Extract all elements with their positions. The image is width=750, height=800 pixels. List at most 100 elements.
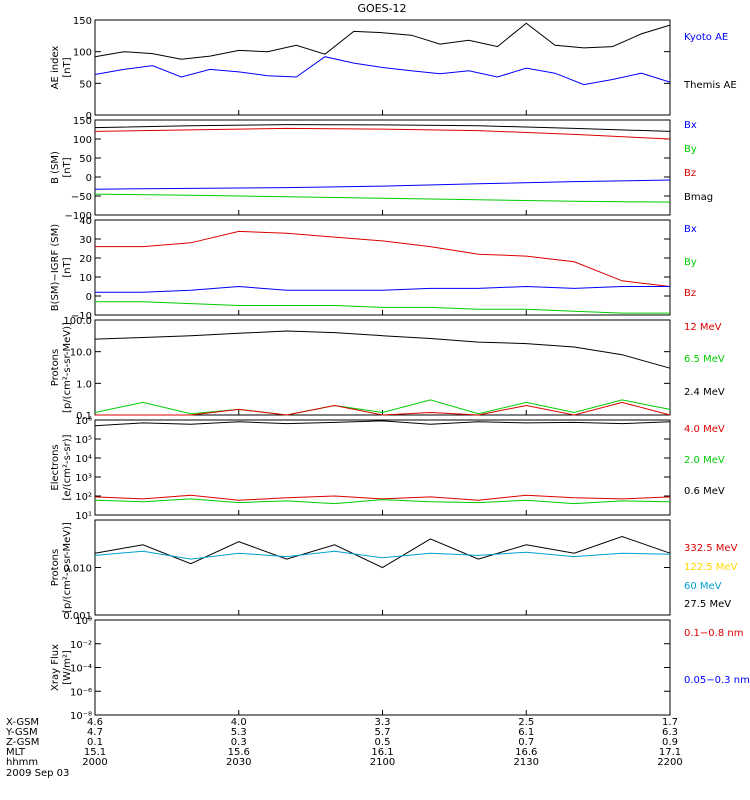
y-axis-label: B(SM)−IGRF (SM): [50, 224, 61, 311]
legend-entry: Bmag: [684, 192, 713, 203]
series-line: [94, 22, 671, 60]
y-axis-label: Protons: [50, 349, 61, 386]
footer-value: 0.7: [518, 737, 534, 748]
y-axis-label: Electrons: [50, 444, 61, 490]
legend-entry: 0.6 MeV: [684, 486, 725, 497]
legend-entry: 0.1−0.8 nm: [684, 628, 743, 639]
footer-row-label: Z-GSM: [6, 737, 39, 748]
footer-value: 2000: [82, 757, 107, 768]
footer-row-label: X-GSM: [6, 717, 39, 728]
y-axis-unit: [nT]: [62, 57, 73, 77]
y-tick-label: 10¹: [75, 511, 92, 522]
footer-row-label: Y-GSM: [5, 727, 38, 738]
y-tick-label: 0.1: [76, 411, 92, 422]
y-tick-label: 40: [79, 216, 92, 227]
panel-bsm: [94, 119, 671, 216]
y-tick-label: 0.010: [63, 564, 92, 575]
series-line: [95, 401, 671, 416]
y-tick-label: −50: [71, 192, 92, 203]
y-tick-label: 10⁴: [75, 454, 92, 465]
y-axis-label: AE index: [50, 46, 61, 90]
footer-value: 5.3: [231, 727, 247, 738]
series-line: [94, 193, 671, 203]
footer-value: 6.3: [662, 727, 678, 738]
y-tick-label: 0: [86, 292, 92, 303]
series-line: [94, 56, 671, 86]
legend-entry: By: [684, 144, 697, 155]
series-line: [94, 494, 671, 501]
y-tick-label: 10⁵: [75, 435, 92, 446]
y-tick-label: 100: [73, 135, 92, 146]
footer-value: 3.3: [375, 717, 391, 728]
y-tick-label: 0: [86, 111, 92, 122]
footer-value: 4.6: [87, 717, 103, 728]
y-axis-label: B (SM): [50, 151, 61, 184]
series-line: [94, 535, 671, 569]
y-axis-unit: [nT]: [62, 157, 73, 177]
y-tick-label: 150: [73, 16, 92, 27]
legend-entry: 60 MeV: [684, 581, 722, 592]
series-line: [94, 550, 671, 560]
legend-entry: 27.5 MeV: [684, 599, 731, 610]
y-axis-unit: [p/(cm²-s-sr-MeV)]: [62, 522, 73, 613]
footer-value: 0.1: [87, 737, 103, 748]
legend-entry: Bz: [684, 288, 696, 299]
y-tick-label: 10⁻⁸: [70, 711, 92, 722]
footer-value: 17.1: [659, 747, 681, 758]
series-line: [94, 127, 671, 140]
legend-entry: Bx: [684, 120, 697, 131]
legend-entry: 6.5 MeV: [684, 354, 725, 365]
y-tick-label: 10⁰: [75, 616, 92, 627]
series-line: [95, 230, 671, 287]
legend-entry: 2.0 MeV: [684, 455, 725, 466]
footer-value: 16.6: [515, 747, 537, 758]
series-line: [94, 330, 671, 369]
footer-row-label: MLT: [6, 747, 26, 758]
legend-entry: 332.5 MeV: [684, 543, 738, 554]
legend-entry: Bx: [684, 224, 697, 235]
series-line: [95, 301, 670, 314]
footer-value: 4.7: [87, 727, 103, 738]
y-tick-label: 10: [79, 273, 92, 284]
y-tick-label: 10.0: [70, 348, 92, 359]
series-line: [94, 420, 671, 427]
y-axis-unit: [W/m²]: [62, 650, 73, 685]
legend-entry: 122.5 MeV: [684, 562, 738, 573]
panel-protons_hi: [94, 319, 671, 416]
legend-entry: 4.0 MeV: [684, 424, 725, 435]
footer-value: 2.5: [518, 717, 534, 728]
footer-value: 4.0: [231, 717, 247, 728]
panel-bdiff: [94, 219, 671, 316]
legend-entry: By: [684, 257, 697, 268]
y-tick-label: 150: [73, 116, 92, 127]
y-tick-label: 10⁶: [75, 416, 92, 427]
panel-frame: [94, 419, 671, 516]
y-tick-label: −100: [65, 211, 92, 222]
footer-value: 6.1: [518, 727, 534, 738]
footer-value: 1.7: [662, 717, 678, 728]
footer-value: 15.6: [228, 747, 250, 758]
footer-value: 0.5: [375, 737, 391, 748]
y-axis-label: Xray Flux: [50, 644, 61, 691]
y-tick-label: 10³: [75, 473, 92, 484]
legend-entry: Bz: [684, 168, 696, 179]
y-tick-label: 30: [79, 235, 92, 246]
footer-value: 0.9: [662, 737, 678, 748]
panel-frame: [94, 119, 671, 216]
panel-protons_lo: [94, 519, 671, 616]
legend-entry: Kyoto AE: [684, 32, 728, 43]
series-line: [94, 179, 671, 190]
chart-title: GOES-12: [357, 2, 406, 15]
panel-frame: [94, 619, 671, 716]
y-tick-label: 10⁻²: [70, 640, 92, 651]
legend-entry: 12 MeV: [684, 322, 722, 333]
series-line: [94, 399, 671, 416]
y-tick-label: −10: [71, 311, 92, 322]
footer-value: 2030: [226, 757, 251, 768]
panel-ae: [94, 19, 671, 116]
y-axis-unit: [e/(cm²-s-sr)]: [62, 434, 73, 500]
legend-entry: 0.05−0.3 nm: [684, 675, 750, 686]
footer-value: 5.7: [375, 727, 391, 738]
legend-entry: Themis AE: [683, 80, 737, 91]
